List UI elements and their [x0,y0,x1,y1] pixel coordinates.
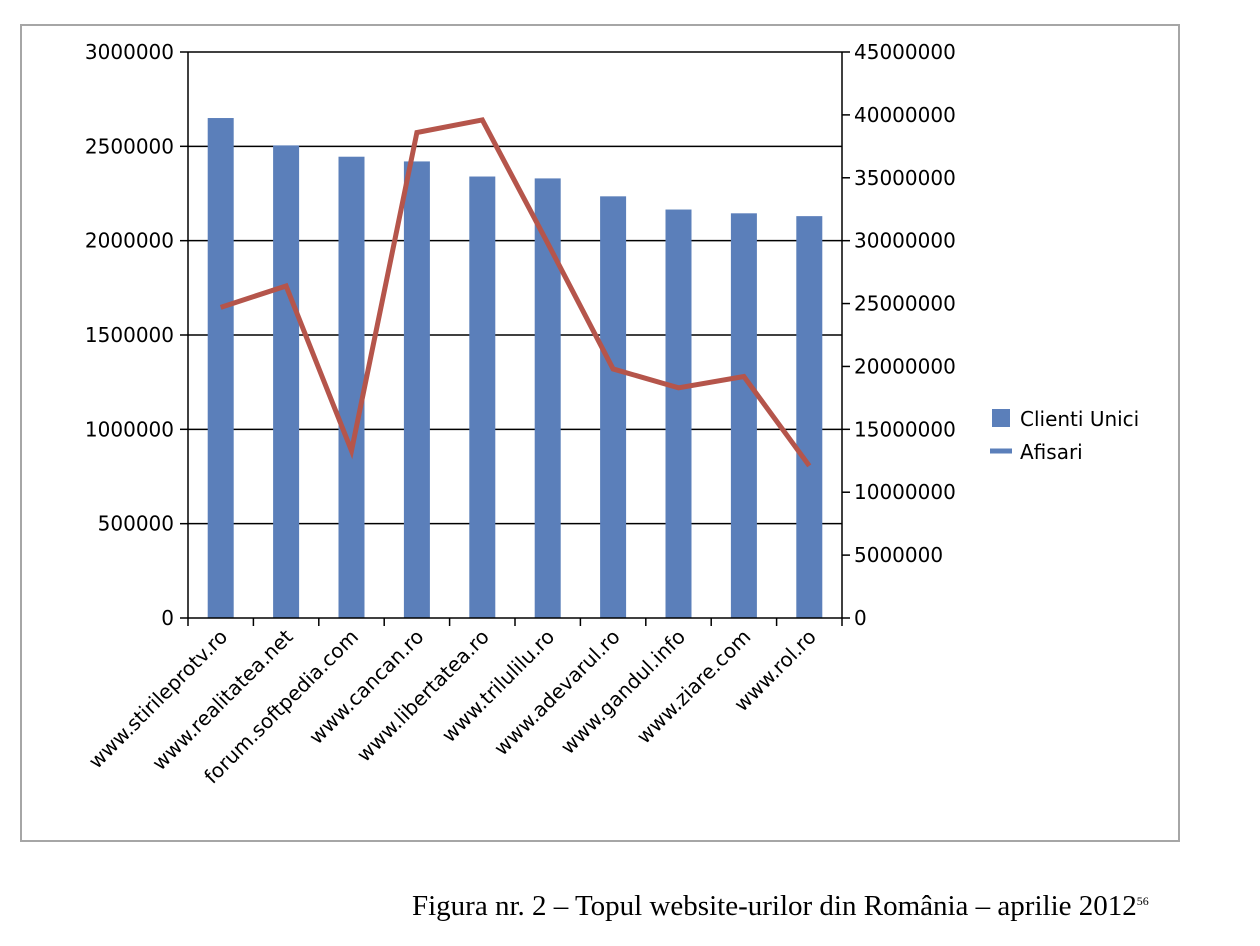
bar [469,176,496,618]
legend-label-afisari: Afisari [1020,440,1083,464]
right-tick-label: 25000000 [854,292,956,316]
axes [180,51,850,626]
x-tick-label: www.trilulilu.ro [437,625,559,747]
right-tick-label: 30000000 [854,229,956,253]
left-tick-label: 3000000 [85,40,174,64]
right-axis-tick-labels: 0 5000000 10000000 15000000 20000000 25000000… [854,40,956,630]
x-tick-label: www.gandul.info [556,625,690,759]
legend-label-clienti-unici: Clienti Unici [1020,407,1139,431]
left-tick-label: 0 [161,606,174,630]
bar [796,216,823,618]
bar [338,156,365,618]
left-tick-label: 1000000 [85,417,174,441]
figure-caption: Figura nr. 2 – Topul website-urilor din … [412,890,1149,923]
right-tick-label: 15000000 [854,417,956,441]
right-tick-label: 45000000 [854,40,956,64]
bar [207,118,234,619]
left-axis-tick-labels: 0 500000 1000000 1500000 2000000 2500000 30000… [85,40,174,630]
right-tick-label: 35000000 [854,166,956,190]
left-tick-label: 1500000 [85,323,174,347]
x-tick-label: www.cancan.ro [304,625,428,749]
legend-swatch-clienti-unici [992,409,1010,427]
right-tick-label: 10000000 [854,480,956,504]
left-tick-label: 2000000 [85,229,174,253]
bar [403,161,430,618]
x-axis-tick-labels: www.stirileprotv.rowww.realitatea.netfor… [84,624,821,788]
bar-series-clienti-unici [207,118,823,619]
bar [534,178,561,618]
legend: Clienti Unici Afisari [990,407,1139,464]
left-tick-label: 2500000 [85,134,174,158]
chart-frame: 0 500000 1000000 1500000 2000000 2500000 30000… [20,24,1180,842]
bar [600,196,627,618]
combo-chart: 0 500000 1000000 1500000 2000000 2500000 30000… [84,40,1140,788]
x-tick-label: www.ziare.com [632,625,756,749]
right-tick-label: 0 [854,606,867,630]
caption-footnote: 56 [1136,894,1149,908]
right-tick-label: 20000000 [854,354,956,378]
bar [665,209,692,618]
bar [730,213,757,618]
left-tick-label: 500000 [98,512,174,536]
line-series-afisari [219,117,812,468]
series-line [219,117,812,468]
right-tick-label: 40000000 [854,103,956,127]
bar [273,145,300,618]
right-tick-label: 5000000 [854,543,943,567]
caption-text: Figura nr. 2 – Topul website-urilor din … [412,890,1137,922]
